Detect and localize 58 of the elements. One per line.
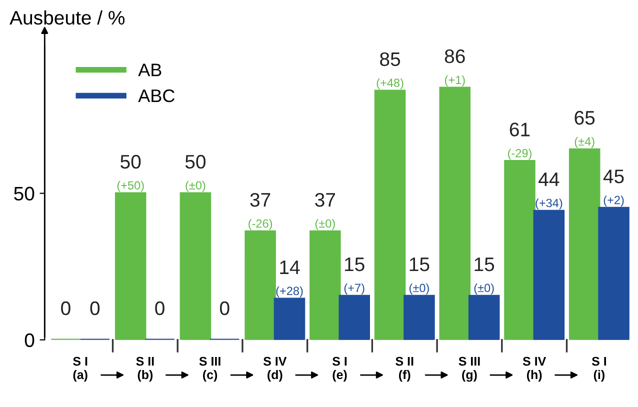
bar [244, 230, 276, 340]
data-label: 85 [380, 52, 400, 66]
legend-label: AB [138, 64, 162, 76]
x-tick-label: S IV (h) [522, 356, 546, 382]
annotation: (±0) [186, 180, 206, 192]
annotation: (±4) [574, 136, 594, 148]
x-tick-label: S III (g) [458, 356, 480, 382]
bar [310, 230, 341, 340]
data-label: 0 [61, 301, 70, 316]
bar [533, 210, 565, 340]
annotation: (±0) [315, 219, 335, 230]
annotation: (+1) [444, 75, 465, 86]
data-label: 14 [280, 260, 300, 274]
annotation: (±0) [474, 283, 494, 294]
x-tick-label: S II (b) [136, 356, 154, 382]
annotation: (+28) [276, 286, 303, 298]
data-label: 44 [538, 172, 560, 186]
data-label: 0 [90, 301, 100, 316]
data-label: 15 [474, 258, 494, 272]
x-tick-label: S II (f) [396, 356, 414, 382]
data-label: 37 [315, 192, 336, 207]
data-label: 65 [574, 110, 595, 125]
bar [504, 160, 536, 340]
bar [374, 90, 406, 340]
annotation: (+48) [376, 78, 404, 90]
x-tick-label: S I (i) [592, 356, 606, 382]
data-label: 50 [120, 154, 141, 169]
y-axis-title: Ausbeute / % [10, 10, 125, 25]
annotation: (-29) [508, 148, 532, 160]
legend-label: ABC [138, 89, 175, 102]
bar [404, 294, 435, 340]
x-tick-label: S IV (d) [263, 356, 287, 382]
data-label: 15 [345, 258, 364, 272]
bar [568, 148, 600, 340]
data-label: 45 [603, 170, 624, 184]
bar [598, 206, 630, 340]
data-label: 86 [444, 49, 465, 64]
annotation: (+2) [604, 196, 624, 207]
data-label: 0 [220, 301, 230, 316]
annotation: (+7) [344, 283, 364, 294]
data-label: 15 [410, 258, 430, 272]
data-label: 37 [250, 192, 270, 207]
x-tick-label: S I (e) [332, 356, 347, 382]
data-label: 50 [185, 154, 206, 169]
x-tick-label: S III (c) [199, 356, 220, 382]
annotation: (±0) [409, 283, 429, 294]
annotation: (-26) [248, 219, 272, 230]
bar [468, 294, 500, 340]
data-label: 61 [510, 122, 530, 136]
annotation: (+50) [117, 180, 144, 192]
bar [180, 192, 212, 340]
annotation: (+34) [536, 198, 562, 210]
x-tick-label: S I (a) [73, 356, 88, 382]
bar [338, 294, 370, 340]
bar [439, 86, 471, 340]
data-label: 0 [155, 301, 164, 316]
bar [274, 298, 306, 340]
bar [114, 192, 146, 340]
